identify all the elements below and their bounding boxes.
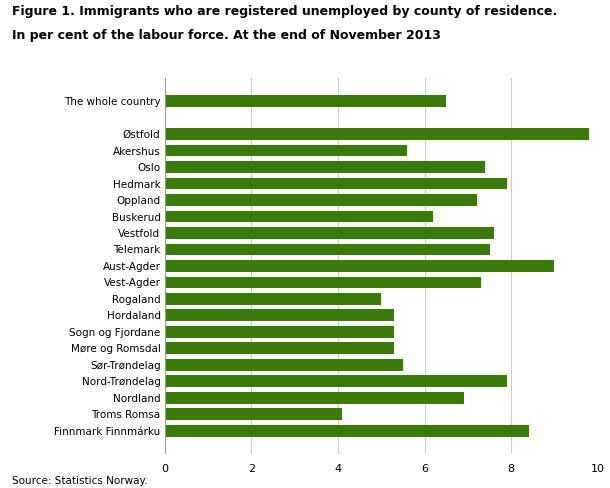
Bar [165, 210, 433, 223]
Text: Source: Statistics Norway.: Source: Statistics Norway. [12, 476, 148, 486]
Bar [165, 359, 403, 371]
Bar [165, 309, 394, 322]
Bar [165, 178, 507, 189]
Bar [165, 326, 394, 338]
Bar [165, 161, 485, 173]
Bar [165, 425, 528, 437]
Bar [165, 260, 554, 272]
Bar [165, 95, 447, 107]
Bar [165, 227, 494, 239]
Bar [165, 244, 489, 255]
Text: In per cent of the labour force. At the end of November 2013: In per cent of the labour force. At the … [12, 29, 441, 42]
Bar [165, 375, 507, 387]
Text: Figure 1. Immigrants who are registered unemployed by county of residence.: Figure 1. Immigrants who are registered … [12, 5, 558, 18]
Bar [165, 392, 464, 404]
Bar [165, 408, 342, 420]
Bar [165, 277, 481, 288]
Bar [165, 128, 589, 140]
Bar [165, 144, 407, 157]
Bar [165, 293, 381, 305]
Bar [165, 343, 394, 354]
Bar [165, 194, 476, 206]
